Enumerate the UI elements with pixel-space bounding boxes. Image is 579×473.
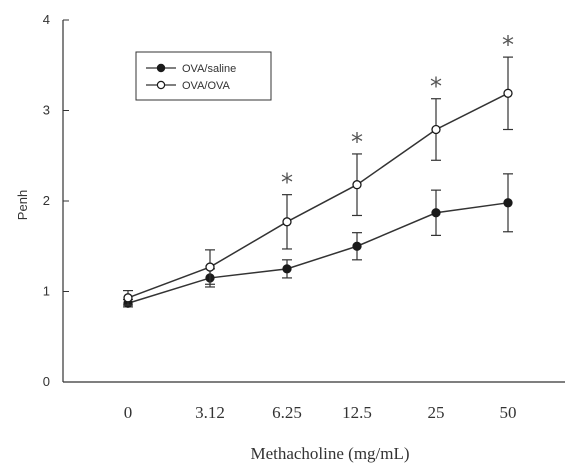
significance-star: * <box>430 73 442 101</box>
data-point <box>205 262 215 272</box>
data-point <box>123 293 133 303</box>
series-line <box>127 92 509 299</box>
series-line <box>127 202 509 304</box>
x-tick-label: 25 <box>428 403 445 422</box>
y-tick-label: 3 <box>43 103 50 118</box>
data-point <box>282 264 292 274</box>
annotations: * * * * <box>281 31 514 197</box>
x-tick-label: 0 <box>124 403 133 422</box>
significance-star: * <box>281 169 293 197</box>
x-tick-label: 3.12 <box>195 403 225 422</box>
x-axis-title: Methacholine (mg/mL) <box>250 444 409 463</box>
x-tick-label: 6.25 <box>272 403 302 422</box>
series-ova-ova <box>123 56 513 306</box>
y-tick-label: 2 <box>43 193 50 208</box>
y-tick-label: 4 <box>43 12 50 27</box>
legend-marker <box>156 80 166 90</box>
legend-box <box>135 51 272 101</box>
axes: 0 1 2 3 4 0 3.12 6.25 12.5 25 50 Methacholine (mg/m… <box>15 12 565 463</box>
data-point <box>282 217 292 227</box>
y-axis-title: Penh <box>15 190 30 220</box>
x-tick-label: 50 <box>500 403 517 422</box>
data-point <box>431 124 441 135</box>
x-tick-label: 12.5 <box>342 403 372 422</box>
series-ova-saline <box>123 173 513 308</box>
legend-label: OVA/OVA <box>182 80 231 92</box>
y-tick-label: 1 <box>43 284 50 299</box>
data-point <box>352 241 362 251</box>
data-point <box>431 208 441 218</box>
data-point <box>503 198 513 208</box>
data-point <box>352 180 362 190</box>
significance-star: * <box>502 31 514 59</box>
legend-marker <box>156 63 166 73</box>
legend: OVA/saline OVA/OVA <box>135 51 272 101</box>
data-point <box>503 88 513 98</box>
legend-label: OVA/saline <box>182 63 236 75</box>
y-tick-label: 0 <box>43 374 50 389</box>
series-layer <box>123 56 513 308</box>
significance-star: * <box>351 128 363 156</box>
